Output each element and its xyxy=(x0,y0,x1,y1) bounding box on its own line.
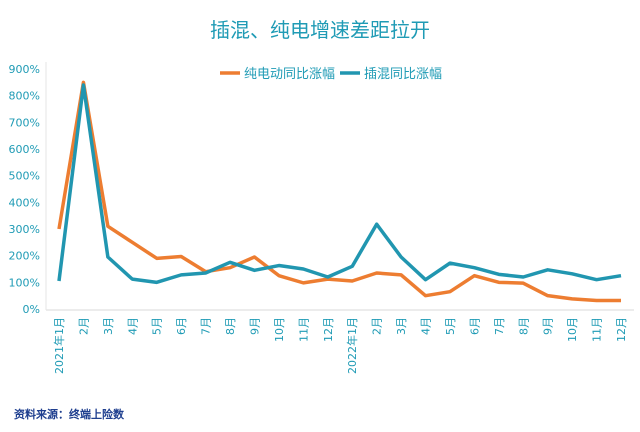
chart-title: 插混、纯电增速差距拉开 xyxy=(210,18,430,42)
x-tick-label: 5月 xyxy=(151,317,164,335)
y-tick-label: 700% xyxy=(9,116,40,129)
y-tick-label: 100% xyxy=(9,276,40,289)
x-tick-label: 10月 xyxy=(566,317,579,342)
x-tick-label: 4月 xyxy=(126,317,139,335)
x-tick-label: 8月 xyxy=(517,317,530,335)
x-tick-label: 2月 xyxy=(77,317,90,335)
x-tick-label: 2月 xyxy=(371,317,384,335)
x-tick-label: 9月 xyxy=(248,317,261,335)
x-tick-label: 12月 xyxy=(615,317,628,342)
x-tick-label: 7月 xyxy=(493,317,506,335)
x-tick-label: 8月 xyxy=(224,317,237,335)
x-tick-label: 5月 xyxy=(444,317,457,335)
y-tick-label: 300% xyxy=(9,223,40,236)
x-tick-label: 4月 xyxy=(420,317,433,335)
y-tick-label: 600% xyxy=(9,143,40,156)
series-line-1 xyxy=(57,83,622,285)
x-tick-label: 3月 xyxy=(395,317,408,335)
series-line-0 xyxy=(57,80,621,303)
x-tick-label: 3月 xyxy=(102,317,115,335)
x-tick-label: 12月 xyxy=(322,317,335,342)
y-tick-label: 0% xyxy=(23,303,40,316)
x-tick-label: 2021年1月 xyxy=(52,317,66,374)
x-tick-label: 9月 xyxy=(542,317,555,335)
y-tick-label: 800% xyxy=(9,90,40,103)
x-tick-label: 11月 xyxy=(297,317,310,342)
x-tick-label: 6月 xyxy=(468,317,481,335)
legend-label: 插混同比涨幅 xyxy=(364,67,442,82)
y-tick-label: 400% xyxy=(9,196,40,209)
y-tick-label: 900% xyxy=(9,63,40,76)
x-tick-label: 7月 xyxy=(200,317,213,335)
legend-label: 纯电动同比涨幅 xyxy=(244,67,335,82)
source-note: 资料来源：终端上险数 xyxy=(14,408,124,421)
x-tick-label: 6月 xyxy=(175,317,188,335)
x-tick-label: 10月 xyxy=(273,317,286,342)
y-tick-label: 200% xyxy=(9,250,40,263)
x-tick-label: 11月 xyxy=(591,317,604,342)
x-tick-label: 2022年1月 xyxy=(345,317,359,374)
y-tick-label: 500% xyxy=(9,170,40,183)
